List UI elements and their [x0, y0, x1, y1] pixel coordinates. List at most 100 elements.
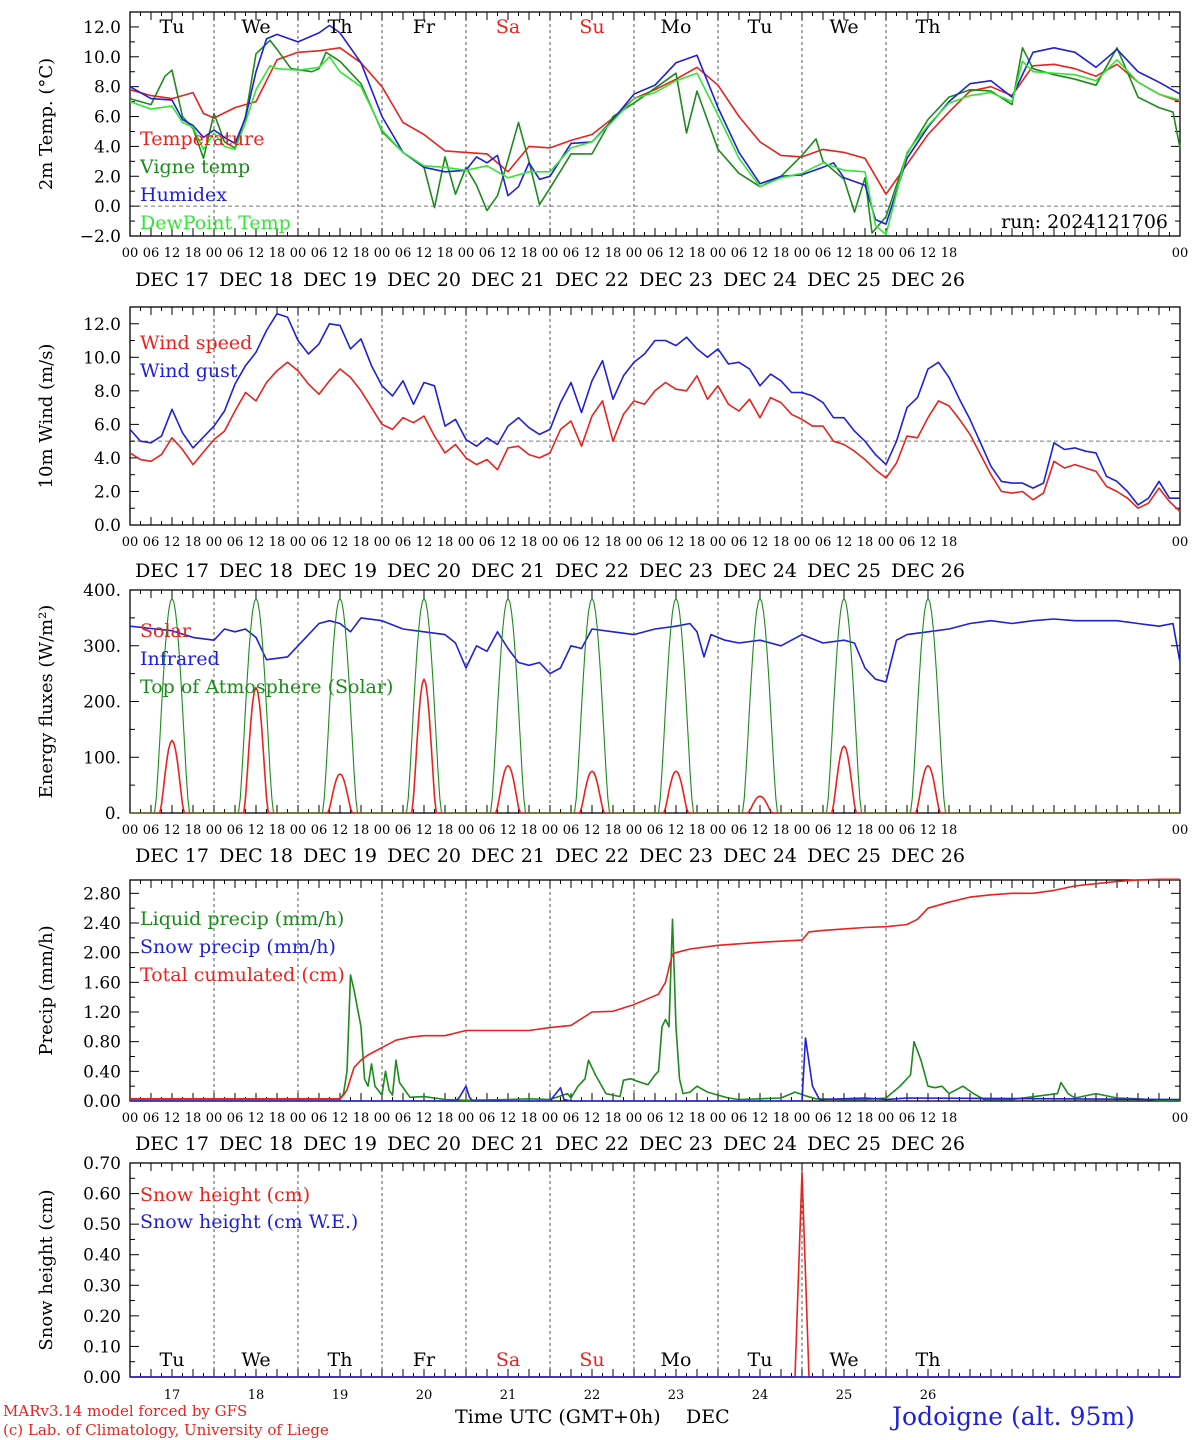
hour-tick-label: 12	[500, 1111, 517, 1126]
hour-tick-label: 06	[311, 1111, 328, 1126]
weekday-label: Tu	[160, 16, 185, 38]
date-label: DEC 25	[807, 1133, 881, 1155]
hour-tick-label: 18	[689, 535, 706, 550]
weekday-label: We	[829, 16, 858, 38]
hour-tick-label: 00	[542, 823, 559, 838]
y-tick-label: 300.	[83, 637, 121, 657]
hour-tick-label: 00	[206, 246, 223, 261]
hour-tick-label: 06	[563, 823, 580, 838]
hour-tick-label: 06	[731, 823, 748, 838]
hour-tick-label: 00	[878, 823, 895, 838]
hour-tick-label: 12	[752, 1111, 769, 1126]
date-label: DEC 23	[639, 845, 713, 867]
hour-tick-label: 12	[836, 246, 853, 261]
hour-tick-label: 00	[290, 1111, 307, 1126]
weekday-label: Sa	[496, 1349, 520, 1371]
hour-tick-label: 18	[521, 535, 538, 550]
y-tick-label: 8.0	[94, 78, 121, 98]
hour-tick-label: 06	[143, 535, 160, 550]
hour-tick-label: 18	[437, 823, 454, 838]
hour-tick-label: 00	[122, 1111, 139, 1126]
y-tick-label: 0.80	[83, 1033, 121, 1053]
date-label: DEC 22	[555, 560, 629, 582]
y-tick-label: 6.0	[94, 108, 121, 128]
hour-tick-label: 18	[773, 246, 790, 261]
hour-tick-label: 00	[122, 535, 139, 550]
hour-tick-label: 06	[563, 246, 580, 261]
hour-tick-label: 18	[689, 1111, 706, 1126]
date-label: DEC 20	[387, 560, 461, 582]
y-tick-label: 400.	[83, 581, 121, 601]
hour-tick-label: 06	[395, 1111, 412, 1126]
weekday-label: Sa	[496, 16, 520, 38]
date-label: DEC 22	[555, 1133, 629, 1155]
series-line	[130, 878, 1180, 1100]
date-label: DEC 20	[387, 845, 461, 867]
hour-tick-label: 12	[668, 535, 685, 550]
hour-tick-label: 00	[710, 1111, 727, 1126]
y-tick-label: 0.60	[83, 1185, 121, 1205]
x-axis-title: Time UTC (GMT+0h)	[455, 1406, 661, 1428]
y-tick-label: 4.0	[94, 137, 121, 157]
series-line	[130, 597, 1180, 814]
hour-tick-label: 00	[1172, 1111, 1189, 1126]
day-number-label: 25	[836, 1388, 853, 1403]
hour-tick-label: 18	[857, 535, 874, 550]
hour-tick-label: 06	[395, 823, 412, 838]
weekday-label: Fr	[413, 1349, 436, 1371]
lab-credit: (c) Lab. of Climatology, University of L…	[3, 1421, 329, 1439]
hour-tick-label: 12	[500, 823, 517, 838]
date-label: DEC 21	[471, 1133, 545, 1155]
weekday-label: Su	[579, 16, 604, 38]
run-label: run: 2024121706	[1001, 211, 1168, 233]
y-tick-label: 0.40	[83, 1062, 121, 1082]
weekday-label: Th	[916, 16, 941, 38]
hour-tick-label: 00	[710, 823, 727, 838]
hour-tick-label: 12	[920, 246, 937, 261]
month-label: DEC	[686, 1406, 730, 1428]
date-label: DEC 19	[303, 560, 377, 582]
y-tick-label: 0.0	[94, 197, 121, 217]
hour-tick-label: 12	[836, 823, 853, 838]
hour-tick-label: 18	[605, 535, 622, 550]
hour-tick-label: 18	[689, 823, 706, 838]
y-tick-label: 12.0	[83, 315, 121, 335]
date-label: DEC 22	[555, 269, 629, 291]
hour-tick-label: 18	[941, 823, 958, 838]
series-line	[129, 617, 1181, 683]
hour-tick-label: 12	[584, 1111, 601, 1126]
hour-tick-label: 18	[437, 246, 454, 261]
hour-tick-label: 12	[668, 1111, 685, 1126]
hour-tick-label: 06	[311, 246, 328, 261]
y-tick-label: 2.00	[83, 944, 121, 964]
hour-tick-label: 12	[584, 246, 601, 261]
day-number-label: 23	[668, 1388, 685, 1403]
hour-tick-label: 18	[605, 1111, 622, 1126]
series-line	[130, 918, 1180, 1102]
y-tick-label: 1.20	[83, 1003, 121, 1023]
hour-tick-label: 18	[605, 246, 622, 261]
date-label: DEC 20	[387, 1133, 461, 1155]
weekday-label: We	[241, 16, 270, 38]
date-label: DEC 21	[471, 269, 545, 291]
weekday-label: Tu	[748, 16, 773, 38]
hour-tick-label: 18	[353, 246, 370, 261]
hour-tick-label: 00	[290, 823, 307, 838]
hour-tick-label: 06	[395, 246, 412, 261]
date-label: DEC 26	[891, 845, 965, 867]
weekday-label: Th	[916, 1349, 941, 1371]
day-number-label: 26	[920, 1388, 937, 1403]
hour-tick-label: 18	[185, 246, 202, 261]
date-label: DEC 24	[723, 560, 797, 582]
hour-tick-label: 00	[458, 1111, 475, 1126]
hour-tick-label: 06	[731, 1111, 748, 1126]
hour-tick-label: 18	[773, 535, 790, 550]
hour-tick-label: 18	[353, 535, 370, 550]
y-tick-label: 0.20	[83, 1307, 121, 1327]
y-tick-label: 4.0	[94, 449, 121, 469]
y-tick-label: 10.0	[83, 348, 121, 368]
legend-entry: Snow height (cm W.E.)	[140, 1211, 358, 1233]
y-tick-label: 200.	[83, 693, 121, 713]
hour-tick-label: 00	[374, 246, 391, 261]
hour-tick-label: 12	[332, 535, 349, 550]
